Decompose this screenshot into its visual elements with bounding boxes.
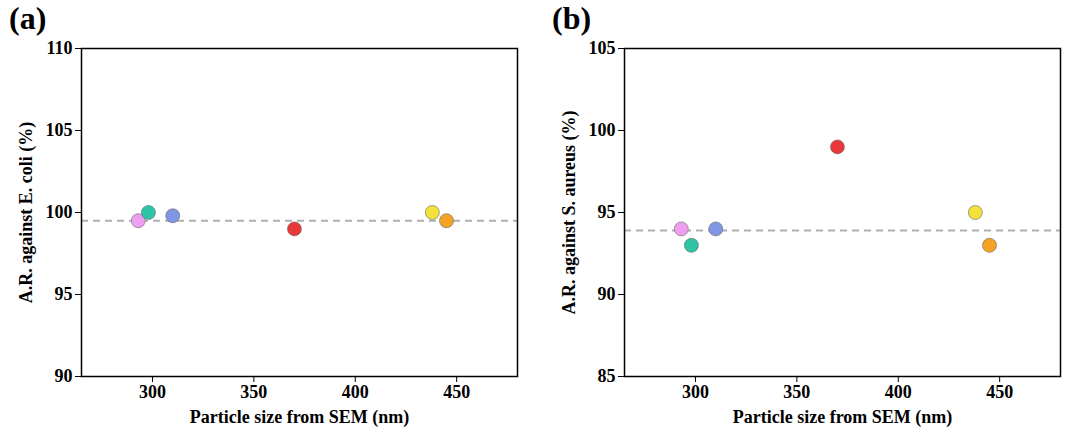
- svg-text:100: 100: [46, 202, 73, 222]
- svg-text:450: 450: [986, 382, 1013, 402]
- svg-text:A.R. against E. coli (%): A.R. against E. coli (%): [16, 122, 37, 304]
- svg-text:Particle size from SEM (nm): Particle size from SEM (nm): [190, 407, 410, 428]
- svg-text:300: 300: [139, 382, 166, 402]
- svg-text:105: 105: [589, 38, 616, 58]
- svg-text:300: 300: [682, 382, 709, 402]
- svg-text:350: 350: [240, 382, 267, 402]
- svg-text:400: 400: [885, 382, 912, 402]
- svg-text:450: 450: [443, 382, 470, 402]
- svg-text:350: 350: [783, 382, 810, 402]
- svg-text:Particle size from SEM (nm): Particle size from SEM (nm): [733, 407, 953, 428]
- svg-text:95: 95: [598, 202, 616, 222]
- svg-text:90: 90: [598, 284, 616, 304]
- html-text:(a): (a): [9, 0, 47, 36]
- svg-text:105: 105: [46, 120, 73, 140]
- svg-text:110: 110: [46, 38, 72, 58]
- svg-text:100: 100: [589, 120, 616, 140]
- html-text:(b): (b): [552, 0, 592, 36]
- svg-text:A.R. against S. aureus (%): A.R. against S. aureus (%): [559, 110, 580, 314]
- svg-text:95: 95: [55, 284, 73, 304]
- svg-text:90: 90: [55, 366, 73, 386]
- svg-text:85: 85: [598, 366, 616, 386]
- svg-text:400: 400: [342, 382, 369, 402]
